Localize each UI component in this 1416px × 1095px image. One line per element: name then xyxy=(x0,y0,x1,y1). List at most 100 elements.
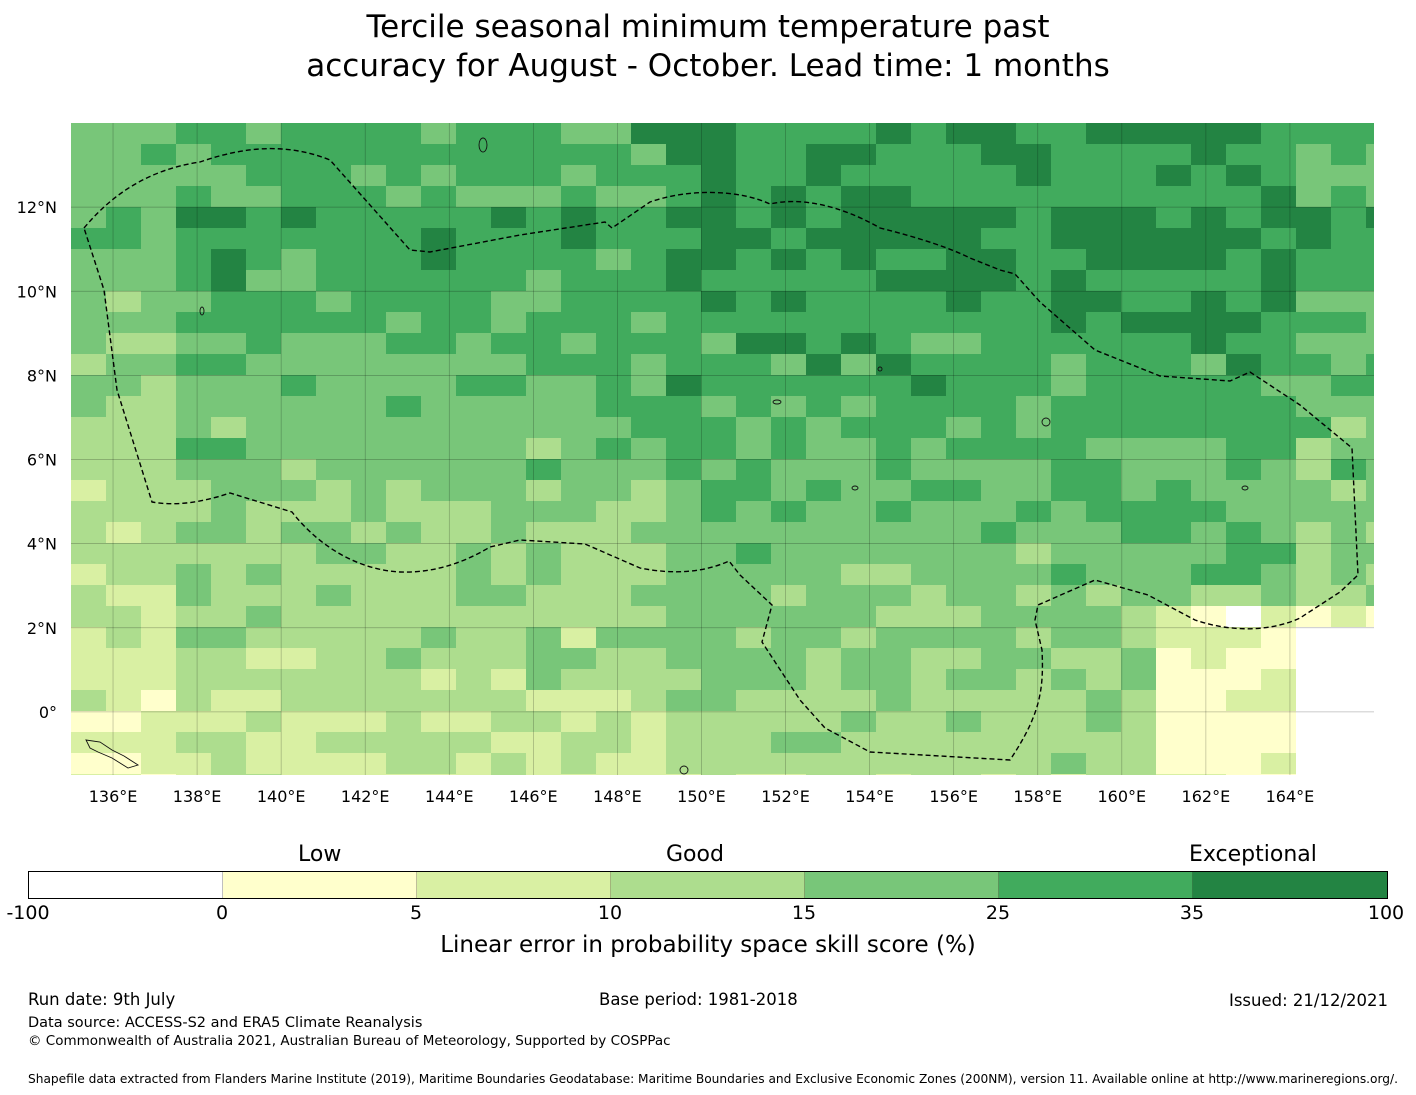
skill-cell xyxy=(596,648,631,669)
skill-cell xyxy=(1331,228,1366,249)
skill-cell xyxy=(1366,144,1374,165)
skill-cell xyxy=(211,396,246,417)
skill-cell xyxy=(1226,711,1261,732)
skill-cell xyxy=(526,522,561,543)
skill-cell xyxy=(771,459,806,480)
skill-cell xyxy=(666,417,701,438)
skill-cell xyxy=(421,648,456,669)
colorbar-tick: -100 xyxy=(6,902,50,924)
skill-cell xyxy=(106,312,141,333)
skill-cell xyxy=(421,186,456,207)
skill-cell xyxy=(1331,669,1366,690)
skill-cell xyxy=(316,648,351,669)
skill-cell xyxy=(456,165,491,186)
skill-cell xyxy=(491,228,526,249)
colorbar-tick: 10 xyxy=(597,902,623,924)
skill-cell xyxy=(1331,627,1366,648)
skill-cell xyxy=(736,207,771,228)
skill-cell xyxy=(71,606,106,627)
skill-cell xyxy=(841,606,876,627)
skill-cell xyxy=(1121,438,1156,459)
island-outline xyxy=(85,739,140,769)
skill-cell xyxy=(561,417,596,438)
skill-cell xyxy=(701,396,736,417)
skill-cell xyxy=(176,606,211,627)
skill-cell xyxy=(1331,711,1366,732)
skill-cell xyxy=(911,438,946,459)
skill-cell xyxy=(1366,165,1374,186)
skill-cell xyxy=(1156,417,1191,438)
skill-cell xyxy=(946,228,981,249)
skill-cell xyxy=(526,333,561,354)
longitude-tick-label: 156°E xyxy=(929,787,978,806)
skill-cell xyxy=(1156,459,1191,480)
skill-cell xyxy=(701,207,736,228)
skill-cell xyxy=(246,459,281,480)
skill-cell xyxy=(561,732,596,753)
skill-cell xyxy=(281,585,316,606)
skill-cell xyxy=(1156,585,1191,606)
skill-cell xyxy=(806,459,841,480)
skill-cell xyxy=(946,501,981,522)
skill-cell xyxy=(421,291,456,312)
skill-cell xyxy=(1051,711,1086,732)
skill-cell xyxy=(1191,165,1226,186)
skill-cell xyxy=(806,207,841,228)
skill-cell xyxy=(1086,690,1121,711)
skill-cell xyxy=(1226,543,1261,564)
skill-cell xyxy=(1086,774,1121,775)
skill-cell xyxy=(106,585,141,606)
skill-cell xyxy=(911,228,946,249)
skill-cell xyxy=(631,228,666,249)
skill-cell xyxy=(1191,690,1226,711)
skill-cell xyxy=(771,396,806,417)
skill-cell xyxy=(526,501,561,522)
skill-cell xyxy=(946,165,981,186)
skill-cell xyxy=(1016,270,1051,291)
skill-cell xyxy=(106,627,141,648)
skill-cell xyxy=(1296,438,1331,459)
skill-cell xyxy=(71,690,106,711)
skill-cell xyxy=(141,711,176,732)
skill-cell xyxy=(281,417,316,438)
skill-cell xyxy=(351,627,386,648)
skill-cell xyxy=(1226,627,1261,648)
skill-cell xyxy=(246,522,281,543)
longitude-tick-label: 140°E xyxy=(257,787,306,806)
skill-cell xyxy=(351,291,386,312)
skill-cell xyxy=(1261,207,1296,228)
skill-cell xyxy=(806,774,841,775)
skill-cell xyxy=(1156,333,1191,354)
skill-cell xyxy=(351,459,386,480)
skill-cell xyxy=(841,270,876,291)
skill-cell xyxy=(71,522,106,543)
skill-cell xyxy=(911,291,946,312)
skill-cell xyxy=(1261,438,1296,459)
colorbar-segment xyxy=(417,872,611,898)
skill-cell xyxy=(701,690,736,711)
skill-cell xyxy=(1226,585,1261,606)
skill-cell xyxy=(876,459,911,480)
skill-cell xyxy=(771,669,806,690)
skill-cell xyxy=(841,732,876,753)
skill-cell xyxy=(596,354,631,375)
colorbar-segment xyxy=(611,872,805,898)
skill-cell xyxy=(1296,648,1331,669)
skill-cell xyxy=(351,606,386,627)
skill-cell xyxy=(246,690,281,711)
skill-cell xyxy=(351,186,386,207)
skill-cell xyxy=(1121,711,1156,732)
skill-cell xyxy=(1226,312,1261,333)
skill-cell xyxy=(1261,669,1296,690)
skill-cell xyxy=(386,438,421,459)
map-title-line1: Tercile seasonal minimum temperature pas… xyxy=(366,9,1050,45)
skill-cell xyxy=(491,165,526,186)
skill-cell xyxy=(1226,732,1261,753)
skill-cell xyxy=(1226,438,1261,459)
skill-cell xyxy=(561,564,596,585)
skill-cell xyxy=(806,585,841,606)
skill-cell xyxy=(1051,270,1086,291)
skill-cell xyxy=(876,480,911,501)
skill-cell xyxy=(631,627,666,648)
skill-cell xyxy=(806,270,841,291)
